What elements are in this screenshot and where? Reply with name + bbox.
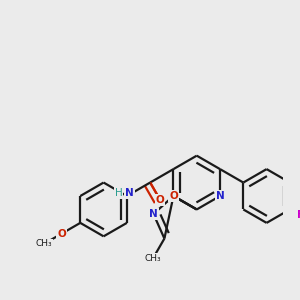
- Text: O: O: [57, 229, 66, 238]
- Text: O: O: [169, 191, 178, 201]
- Text: CH₃: CH₃: [36, 239, 52, 248]
- Text: F: F: [297, 211, 300, 220]
- Text: N: N: [216, 191, 224, 201]
- Text: N: N: [149, 209, 158, 219]
- Text: H: H: [115, 188, 122, 198]
- Text: O: O: [156, 195, 165, 205]
- Text: N: N: [125, 188, 134, 198]
- Text: CH₃: CH₃: [145, 254, 161, 263]
